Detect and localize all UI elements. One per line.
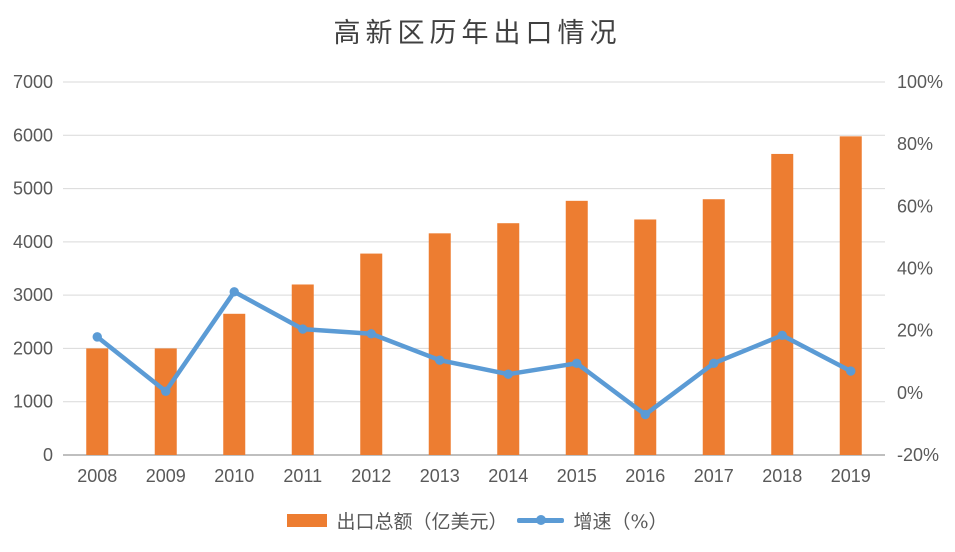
bar	[702, 199, 725, 455]
line-marker	[161, 386, 171, 396]
line-marker	[572, 358, 582, 369]
x-axis-tick-label: 2019	[831, 466, 871, 486]
line-marker	[366, 329, 376, 339]
right-axis-tick-label: 40%	[897, 259, 933, 279]
legend-label-growth: 增速（%）	[573, 510, 668, 533]
bar	[428, 233, 451, 455]
x-axis-tick-label: 2018	[762, 466, 802, 486]
x-axis-tick-label: 2013	[420, 466, 460, 486]
x-axis-tick-label: 2010	[214, 466, 254, 486]
line-marker	[709, 358, 719, 369]
line-marker	[298, 324, 308, 334]
legend-item-exports: 出口总额（亿美元）	[287, 507, 507, 534]
right-axis-tick-label: 20%	[897, 321, 933, 341]
right-axis-tick-label: 0%	[897, 383, 923, 403]
bar	[360, 253, 383, 455]
chart-legend: 出口总额（亿美元） 增速（%）	[0, 504, 955, 536]
bar	[634, 219, 657, 455]
x-axis-tick-label: 2009	[146, 466, 186, 486]
x-axis-tick-label: 2011	[283, 466, 322, 486]
x-axis-tick-label: 2015	[557, 466, 597, 486]
line-marker	[92, 332, 102, 342]
left-axis-tick-label: 7000	[13, 72, 53, 92]
x-axis-tick-label: 2012	[351, 466, 391, 486]
right-axis-tick-label: 100%	[897, 72, 943, 92]
bar	[839, 136, 862, 455]
line-marker	[503, 369, 513, 379]
bar	[86, 348, 109, 455]
right-axis-tick-label: 80%	[897, 134, 933, 154]
left-axis-tick-label: 0	[43, 445, 53, 465]
x-axis-tick-label: 2016	[625, 466, 665, 486]
right-axis-tick-label: 60%	[897, 196, 933, 216]
bar	[291, 284, 314, 455]
legend-item-growth: 增速（%）	[517, 507, 668, 534]
left-axis-tick-label: 1000	[13, 392, 53, 412]
right-axis-tick-label: -20%	[897, 445, 939, 465]
line-marker	[777, 330, 787, 341]
line-marker-dot	[535, 515, 546, 525]
line-series-swatch	[517, 515, 565, 525]
x-axis-tick-label: 2008	[77, 466, 117, 486]
line-marker	[846, 366, 856, 376]
bar-series-swatch	[287, 513, 328, 527]
x-axis-tick-label: 2017	[694, 466, 734, 486]
left-axis-tick-label: 5000	[13, 179, 53, 199]
left-axis-tick-label: 4000	[13, 232, 53, 252]
growth-line	[95, 289, 853, 417]
line-marker	[640, 409, 650, 420]
line-marker	[229, 287, 239, 297]
bar	[223, 313, 246, 455]
legend-label-exports: 出口总额（亿美元）	[336, 510, 508, 533]
bar	[565, 200, 588, 455]
left-axis-tick-label: 6000	[13, 125, 53, 145]
x-axis-tick-label: 2014	[488, 466, 528, 486]
left-axis-tick-label: 2000	[13, 338, 53, 358]
chart-title: 高新区历年出口情况	[333, 18, 622, 49]
line-marker	[435, 355, 445, 365]
bar	[154, 348, 177, 455]
bar	[771, 153, 794, 455]
left-axis-tick-label: 3000	[13, 285, 53, 305]
bar	[497, 223, 520, 455]
